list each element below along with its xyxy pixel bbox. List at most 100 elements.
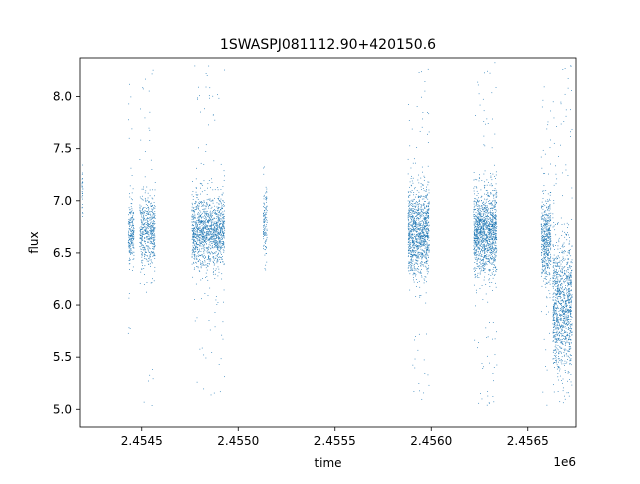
data-point — [417, 245, 418, 247]
data-point — [418, 256, 419, 258]
data-point — [201, 228, 203, 230]
data-point — [494, 202, 496, 204]
data-point — [218, 219, 220, 221]
data-point — [487, 245, 489, 247]
data-point — [220, 209, 221, 210]
data-point — [427, 224, 428, 226]
data-point — [473, 187, 475, 189]
data-point — [414, 253, 416, 255]
data-point — [491, 147, 493, 149]
data-point — [195, 208, 197, 210]
data-point — [427, 111, 428, 113]
data-point — [495, 223, 497, 225]
data-point — [408, 208, 410, 210]
data-point — [476, 254, 478, 255]
data-point — [486, 256, 487, 258]
data-point — [423, 190, 425, 192]
data-point — [133, 211, 134, 213]
data-point — [219, 242, 221, 244]
data-point — [475, 252, 477, 254]
data-point — [202, 205, 204, 206]
data-point — [194, 227, 196, 228]
data-point — [475, 203, 477, 205]
data-point — [428, 204, 429, 206]
data-point — [487, 192, 489, 194]
data-point — [474, 242, 476, 243]
data-point — [477, 230, 479, 232]
data-point — [425, 236, 427, 237]
data-point — [129, 219, 131, 221]
data-point — [208, 124, 209, 126]
data-point — [410, 217, 411, 219]
data-point — [218, 268, 220, 270]
data-point — [474, 274, 476, 276]
data-point — [542, 236, 544, 238]
data-point — [148, 212, 150, 214]
data-point — [215, 251, 217, 253]
data-point — [483, 247, 485, 248]
data-point — [263, 234, 265, 236]
data-point — [485, 215, 487, 217]
data-point — [409, 230, 411, 232]
data-point — [147, 211, 148, 213]
data-point — [203, 209, 205, 211]
data-point — [214, 259, 215, 261]
data-point — [409, 248, 410, 249]
data-point — [546, 199, 548, 201]
data-point — [423, 242, 425, 243]
data-point — [421, 235, 422, 237]
data-point — [542, 214, 544, 216]
data-point — [420, 236, 421, 237]
data-point — [482, 251, 483, 253]
data-point — [145, 199, 147, 201]
data-point — [223, 301, 224, 303]
data-point — [209, 237, 211, 238]
data-point — [216, 222, 218, 224]
data-point — [209, 287, 211, 289]
data-point — [216, 234, 218, 236]
data-point — [487, 247, 489, 249]
data-point — [475, 215, 477, 217]
data-point — [417, 214, 419, 216]
data-point — [148, 260, 149, 262]
data-point — [548, 246, 550, 248]
data-point — [422, 228, 423, 230]
data-point — [151, 237, 152, 239]
data-point — [407, 226, 409, 228]
data-point — [427, 244, 429, 246]
data-point — [407, 217, 409, 219]
data-point — [419, 241, 421, 243]
data-point — [491, 214, 493, 216]
data-point — [428, 250, 430, 251]
data-point — [483, 185, 485, 187]
data-point — [412, 249, 414, 250]
data-point — [474, 234, 476, 236]
data-point — [427, 202, 429, 204]
data-point — [493, 239, 495, 241]
data-point — [412, 245, 413, 247]
data-point — [495, 193, 497, 195]
data-point — [545, 278, 546, 280]
data-point — [142, 247, 144, 249]
data-point — [486, 118, 488, 120]
data-point — [146, 219, 148, 221]
data-point — [424, 251, 426, 253]
data-point — [545, 262, 547, 264]
data-point — [197, 98, 198, 100]
data-point — [424, 244, 426, 246]
data-point — [482, 232, 484, 234]
data-point — [140, 232, 142, 234]
data-point — [211, 219, 213, 220]
data-point — [550, 225, 551, 227]
data-point — [409, 240, 411, 241]
data-point — [546, 297, 548, 299]
data-point — [414, 250, 415, 252]
data-point — [147, 238, 149, 239]
data-point — [130, 250, 132, 252]
data-point — [218, 233, 220, 235]
data-point — [491, 234, 493, 235]
data-point — [480, 219, 482, 221]
data-point — [139, 159, 141, 160]
data-point — [196, 222, 198, 224]
